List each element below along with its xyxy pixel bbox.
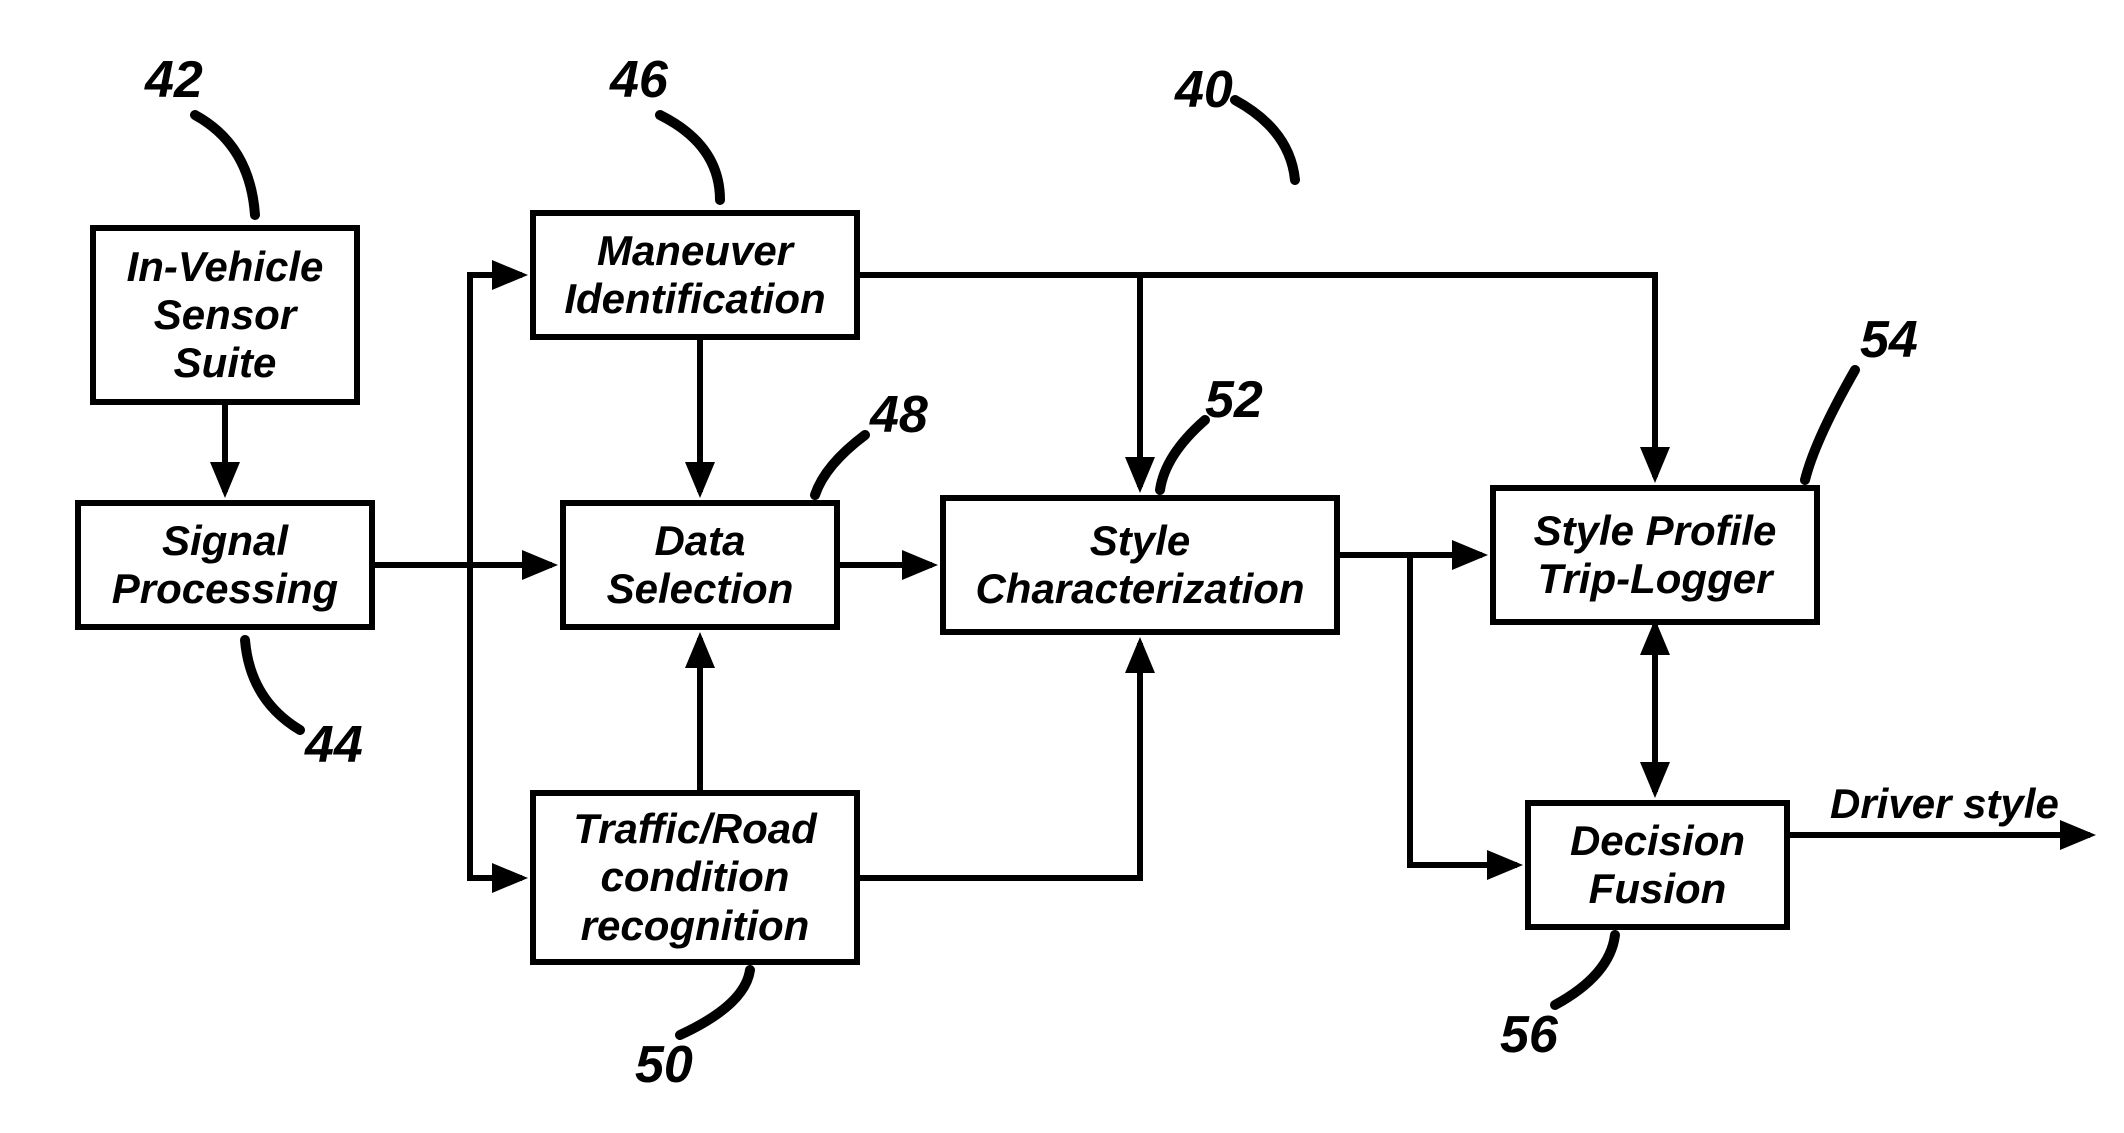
ref-52: 52 <box>1205 370 1263 430</box>
ref-54: 54 <box>1860 310 1918 370</box>
ref-40: 40 <box>1175 60 1233 120</box>
ref-50: 50 <box>635 1035 693 1095</box>
node-decision-label: DecisionFusion <box>1570 817 1745 914</box>
node-style-char: StyleCharacterization <box>940 495 1340 635</box>
node-sensor: In-VehicleSensorSuite <box>90 225 360 405</box>
node-data-selection: DataSelection <box>560 500 840 630</box>
ref-44: 44 <box>305 715 363 775</box>
node-style-profile-label: Style ProfileTrip-Logger <box>1534 507 1777 604</box>
node-maneuver-label: ManeuverIdentification <box>564 227 825 324</box>
node-signal: SignalProcessing <box>75 500 375 630</box>
node-style-char-label: StyleCharacterization <box>975 517 1304 614</box>
node-traffic: Traffic/Roadconditionrecognition <box>530 790 860 965</box>
node-signal-label: SignalProcessing <box>112 517 338 614</box>
node-traffic-label: Traffic/Roadconditionrecognition <box>573 805 817 950</box>
ref-56: 56 <box>1500 1005 1558 1065</box>
node-decision: DecisionFusion <box>1525 800 1790 930</box>
ref-42: 42 <box>145 50 203 110</box>
ref-46: 46 <box>610 50 668 110</box>
node-maneuver: ManeuverIdentification <box>530 210 860 340</box>
flowchart-diagram: In-VehicleSensorSuite SignalProcessing M… <box>0 0 2124 1133</box>
output-label: Driver style <box>1830 780 2059 828</box>
ref-48: 48 <box>870 385 928 445</box>
node-style-profile: Style ProfileTrip-Logger <box>1490 485 1820 625</box>
node-data-selection-label: DataSelection <box>607 517 794 614</box>
node-sensor-label: In-VehicleSensorSuite <box>127 243 324 388</box>
